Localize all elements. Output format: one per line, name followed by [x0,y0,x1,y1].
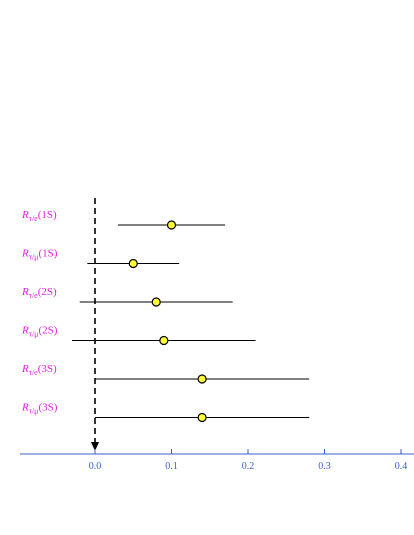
x-axis: 0.0 0.1 0.2 0.3 0.4 [20,449,414,472]
row-label-main: R [21,286,29,298]
measurement-row: Rτ/μ(3S) [21,402,310,423]
row-label-subscript: τ/μ [29,407,39,416]
data-point [159,335,169,346]
measurement-row: Rτ/e(2S) [21,286,233,307]
data-point [197,412,207,423]
row-label-main: R [21,363,29,375]
row-label-suffix: (2S) [38,325,57,337]
x-tick-label: 0.0 [89,461,102,472]
row-label-subscript: τ/μ [29,253,39,262]
row-label-main: R [21,248,29,260]
row-label-suffix: (1S) [38,209,57,221]
row-label: Rτ/e(1S) [21,209,57,223]
row-label: Rτ/μ(1S) [21,248,58,262]
row-label-suffix: (1S) [38,248,57,260]
row-label-suffix: (3S) [38,363,57,375]
measurement-row: Rτ/e(1S) [21,209,226,230]
data-point [166,220,177,230]
reference-line-group [91,198,99,451]
data-point [151,297,161,307]
x-tick-label: 0.4 [395,461,408,472]
row-label-subscript: τ/e [29,291,38,300]
measurement-row: Rτ/μ(1S) [21,248,180,269]
x-tick-label: 0.1 [165,461,178,472]
row-label-main: R [21,402,29,414]
row-label: Rτ/μ(3S) [21,402,58,416]
row-label-subscript: τ/e [29,368,38,377]
x-tick-label: 0.2 [242,461,255,472]
data-point [197,374,207,384]
row-label-main: R [21,209,29,221]
row-label-main: R [21,325,29,337]
row-label: Rτ/μ(2S) [21,325,58,339]
row-label: Rτ/e(3S) [21,363,57,377]
measurement-rows: Rτ/e(1S)Rτ/μ(1S)Rτ/e(2S)Rτ/μ(2S)Rτ/e(3S)… [21,209,310,423]
row-label-suffix: (2S) [38,286,57,298]
row-label-suffix: (3S) [38,402,57,414]
data-point [128,258,138,269]
row-label-subscript: τ/μ [29,330,39,339]
row-label-subscript: τ/e [29,214,38,223]
x-tick-label: 0.3 [318,461,331,472]
row-label: Rτ/e(2S) [21,286,57,300]
measurement-row: Rτ/e(3S) [21,363,310,384]
reference-arrow-icon [91,442,99,451]
measurement-row: Rτ/μ(2S) [21,325,256,346]
